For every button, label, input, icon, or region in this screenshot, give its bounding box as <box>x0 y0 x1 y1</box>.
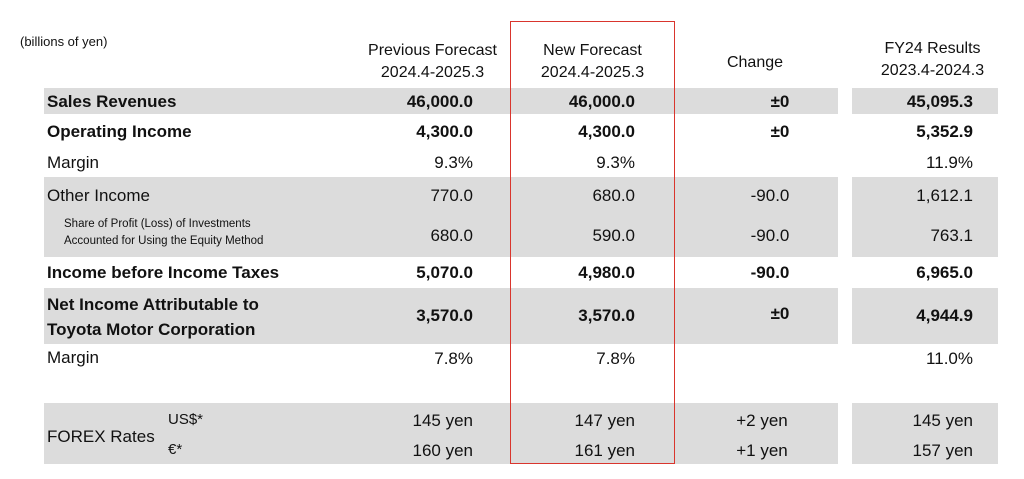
row-net-label-line1: Net Income Attributable to <box>47 295 259 314</box>
row-ibt-new: 4,980.0 <box>578 263 635 282</box>
row-operating-fy24: 5,352.9 <box>916 122 973 141</box>
row-margin1-label: Margin <box>47 153 99 172</box>
row-ibt-prev: 5,070.0 <box>416 263 473 282</box>
row-other-fy24: 1,612.1 <box>916 186 973 205</box>
row-net-label: Net Income Attributable to Toyota Motor … <box>47 292 259 342</box>
header-new-forecast: New Forecast 2024.4-2025.3 <box>512 40 673 84</box>
forex-usd-change: +2 yen <box>736 411 788 430</box>
row-share-new: 590.0 <box>592 226 635 245</box>
forex-eur-currency: €* <box>168 441 183 458</box>
row-other-label: Other Income <box>47 186 150 205</box>
header-previous-period: 2024.4-2025.3 <box>380 64 485 81</box>
row-share-label-line2: Accounted for Using the Equity Method <box>64 235 264 247</box>
header-previous-title: Previous Forecast <box>368 42 497 59</box>
row-ibt-label: Income before Income Taxes <box>47 263 280 282</box>
row-net-prev: 3,570.0 <box>416 306 473 325</box>
header-new-title: New Forecast <box>543 42 642 59</box>
row-net-new: 3,570.0 <box>578 306 635 325</box>
row-margin2-fy24: 11.0% <box>926 349 973 368</box>
forex-eur-fy24: 157 yen <box>912 441 974 460</box>
row-sales-change: ±0 <box>770 92 790 111</box>
header-fy24-title: FY24 Results <box>884 40 981 57</box>
row-share-label: Share of Profit (Loss) of Investments Ac… <box>64 216 263 250</box>
row-sales-prev: 46,000.0 <box>406 92 473 111</box>
forex-usd-prev: 145 yen <box>412 411 474 430</box>
row-other-change: -90.0 <box>750 186 790 205</box>
row-margin1-prev: 9.3% <box>434 153 473 172</box>
row-margin1-new: 9.3% <box>596 153 635 172</box>
row-operating-change: ±0 <box>770 122 790 141</box>
row-sales-label: Sales Revenues <box>47 92 177 111</box>
forex-eur-new: 161 yen <box>574 441 636 460</box>
row-share-change: -90.0 <box>750 226 790 245</box>
row-net-change: ±0 <box>770 304 790 323</box>
header-previous-forecast: Previous Forecast 2024.4-2025.3 <box>355 40 510 84</box>
forex-eur-prev: 160 yen <box>412 441 474 460</box>
row-share-fy24: 763.1 <box>930 226 973 245</box>
new-forecast-highlight-box <box>510 21 675 464</box>
header-change: Change <box>690 52 820 74</box>
forex-usd-currency: US$* <box>168 411 204 428</box>
row-ibt-change: -90.0 <box>750 263 790 282</box>
forex-usd-new: 147 yen <box>574 411 636 430</box>
row-other-prev: 770.0 <box>430 186 473 205</box>
forex-label: FOREX Rates <box>47 427 155 446</box>
row-sales-fy24: 45,095.3 <box>906 92 973 111</box>
row-other-new: 680.0 <box>592 186 635 205</box>
row-margin2-label: Margin <box>47 348 99 367</box>
row-net-label-line2: Toyota Motor Corporation <box>47 320 256 339</box>
header-change-title: Change <box>726 54 784 71</box>
row-share-prev: 680.0 <box>430 226 473 245</box>
row-margin2-new: 7.8% <box>596 349 635 368</box>
row-share-label-line1: Share of Profit (Loss) of Investments <box>64 218 251 230</box>
header-fy24-results: FY24 Results 2023.4-2024.3 <box>855 38 1010 82</box>
header-new-period: 2024.4-2025.3 <box>540 64 645 81</box>
row-sales-new: 46,000.0 <box>568 92 635 111</box>
column-gap <box>838 80 852 470</box>
row-ibt-fy24: 6,965.0 <box>916 263 973 282</box>
row-operating-label: Operating Income <box>47 122 192 141</box>
forex-eur-change: +1 yen <box>736 441 788 460</box>
row-operating-new: 4,300.0 <box>578 122 635 141</box>
header-fy24-period: 2023.4-2024.3 <box>880 62 985 79</box>
row-net-fy24: 4,944.9 <box>916 306 973 325</box>
row-margin2-prev: 7.8% <box>434 349 473 368</box>
row-margin1-fy24: 11.9% <box>926 153 973 172</box>
forex-usd-fy24: 145 yen <box>912 411 974 430</box>
units-note: (billions of yen) <box>20 34 108 49</box>
row-operating-prev: 4,300.0 <box>416 122 473 141</box>
